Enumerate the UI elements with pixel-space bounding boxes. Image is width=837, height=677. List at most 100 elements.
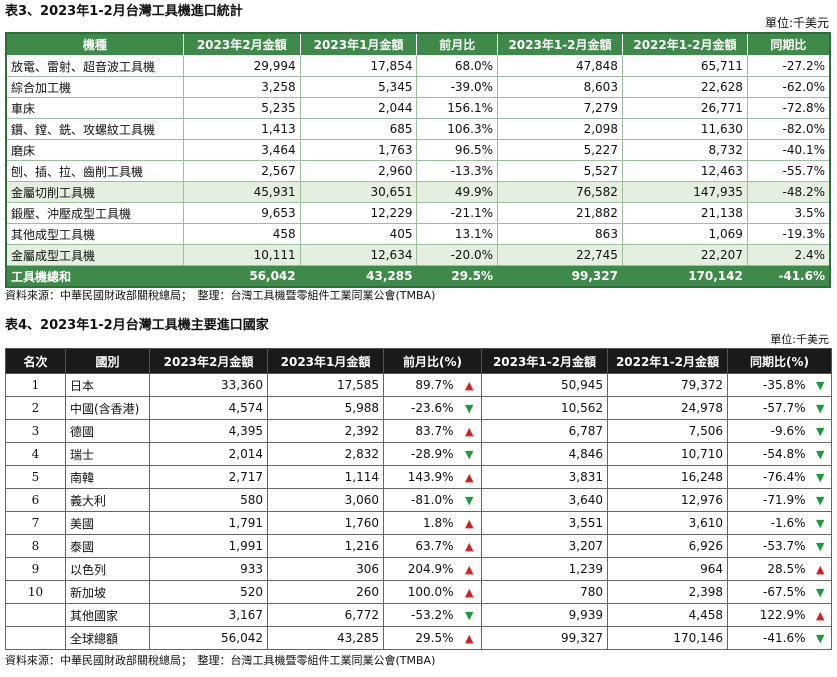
percent-cell: 204.9% xyxy=(383,557,458,581)
table3-title: 表3、2023年1-2月台灣工具機進口統計 xyxy=(5,4,243,19)
value-cell: 1,760 xyxy=(267,511,384,535)
value-cell: 22,745 xyxy=(497,244,623,266)
value-cell: 68.0% xyxy=(416,55,499,77)
value-cell: 1,069 xyxy=(621,223,748,245)
value-cell: 26,771 xyxy=(621,97,748,119)
value-cell: 4,395 xyxy=(149,419,268,443)
value-cell: 964 xyxy=(607,557,728,581)
trend-arrow-cell: ▲ xyxy=(457,580,482,604)
value-cell: 2,717 xyxy=(149,465,268,489)
table4-row: 2 中國(含香港) 4,574 5,988 -23.6% ▼ 10,562 24,978 -57… xyxy=(5,396,832,420)
trend-arrow-cell: ▲ xyxy=(457,557,482,581)
table3-row: 鍛壓、沖壓成型工具機 9,653 12,229 -21.1% 21,882 21,138 3… xyxy=(5,202,831,224)
machine-type-cell: 金屬切削工具機 xyxy=(5,181,184,203)
trend-arrow-cell: ▼ xyxy=(809,373,832,397)
value-cell: 79,372 xyxy=(607,373,728,397)
triangle-up-icon: ▲ xyxy=(465,563,474,576)
value-cell: 2,014 xyxy=(149,442,268,466)
triangle-up-icon: ▲ xyxy=(465,632,474,645)
triangle-up-icon: ▲ xyxy=(465,540,474,553)
country-cell: 瑞士 xyxy=(65,442,150,466)
value-cell: 29.5% xyxy=(416,265,499,288)
table4-row: 其他國家 3,167 6,772 -53.2% ▼ 9,939 4,458 122.9% ▲ xyxy=(5,603,832,627)
trend-arrow-cell: ▲ xyxy=(457,373,482,397)
table3-header-cell: 機種 xyxy=(5,32,184,56)
triangle-down-icon: ▼ xyxy=(816,425,825,438)
value-cell: 520 xyxy=(149,580,268,604)
table4-header-cell: 前月比(%) xyxy=(383,348,482,374)
trend-arrow-cell: ▼ xyxy=(809,511,832,535)
value-cell: 9,653 xyxy=(182,202,301,224)
value-cell: 7,506 xyxy=(607,419,728,443)
value-cell: 3,207 xyxy=(481,534,608,558)
value-cell: -39.0% xyxy=(416,76,499,98)
table3-source: 資料來源：中華民國財政部關稅總局； 整理：台灣工具機暨零組件工業同業公會(TMB… xyxy=(5,289,436,302)
value-cell: 5,527 xyxy=(497,160,623,182)
value-cell: 2,398 xyxy=(607,580,728,604)
value-cell: 21,882 xyxy=(497,202,623,224)
value-cell: 17,854 xyxy=(299,55,418,77)
country-cell: 中國(含香港) xyxy=(65,396,150,420)
value-cell: 99,327 xyxy=(497,265,623,288)
value-cell: 6,926 xyxy=(607,534,728,558)
machine-type-cell: 磨床 xyxy=(5,139,184,161)
trend-arrow-cell: ▼ xyxy=(457,488,482,512)
percent-cell: -71.9% xyxy=(727,488,810,512)
value-cell: 5,345 xyxy=(299,76,418,98)
triangle-down-icon: ▼ xyxy=(816,379,825,392)
rank-cell: 10 xyxy=(5,580,66,604)
triangle-up-icon: ▲ xyxy=(465,517,474,530)
country-cell: 全球總額 xyxy=(65,626,150,650)
value-cell: 17,585 xyxy=(267,373,384,397)
table3-unit: 單位:千美元 xyxy=(764,16,829,30)
table4-title: 表4、2023年1-2月台灣工具機主要進口國家 xyxy=(5,318,269,333)
value-cell: 2,960 xyxy=(299,160,418,182)
table4-row: 全球總額 56,042 43,285 29.5% ▲ 99,327 170,146 -41.6… xyxy=(5,626,832,650)
value-cell: 56,042 xyxy=(149,626,268,650)
machine-type-cell: 車床 xyxy=(5,97,184,119)
value-cell: -72.8% xyxy=(746,97,831,119)
value-cell: -41.6% xyxy=(746,265,831,288)
percent-cell: -23.6% xyxy=(383,396,458,420)
value-cell: 933 xyxy=(149,557,268,581)
table3-header-cell: 2023年2月金額 xyxy=(182,32,301,56)
value-cell: 6,787 xyxy=(481,419,608,443)
table4-row: 10 新加坡 520 260 100.0% ▲ 780 2,398 -67.5% ▼ xyxy=(5,580,832,604)
triangle-down-icon: ▼ xyxy=(465,609,474,622)
rank-cell: 2 xyxy=(5,396,66,420)
table4-header-cell: 國別 xyxy=(65,348,150,374)
value-cell: 1,763 xyxy=(299,139,418,161)
value-cell: 1,216 xyxy=(267,534,384,558)
value-cell: 76,582 xyxy=(497,181,623,203)
value-cell: 7,279 xyxy=(497,97,623,119)
table3-row: 金屬成型工具機 10,111 12,634 -20.0% 22,745 22,207 2.4… xyxy=(5,244,831,266)
percent-cell: -35.8% xyxy=(727,373,810,397)
country-cell: 南韓 xyxy=(65,465,150,489)
rank-cell: 3 xyxy=(5,419,66,443)
percent-cell: -53.7% xyxy=(727,534,810,558)
value-cell: 29,994 xyxy=(182,55,301,77)
percent-cell: 29.5% xyxy=(383,626,458,650)
table3-row: 金屬切削工具機 45,931 30,651 49.9% 76,582 147,935 -48… xyxy=(5,181,831,203)
trend-arrow-cell: ▲ xyxy=(457,626,482,650)
rank-cell: 7 xyxy=(5,511,66,535)
machine-type-cell: 其他成型工具機 xyxy=(5,223,184,245)
triangle-up-icon: ▲ xyxy=(465,586,474,599)
value-cell: 8,603 xyxy=(497,76,623,98)
trend-arrow-cell: ▼ xyxy=(809,419,832,443)
value-cell: 12,229 xyxy=(299,202,418,224)
triangle-down-icon: ▼ xyxy=(816,448,825,461)
trend-arrow-cell: ▲ xyxy=(457,534,482,558)
value-cell: 43,285 xyxy=(267,626,384,650)
rank-cell: 6 xyxy=(5,488,66,512)
percent-cell: -54.8% xyxy=(727,442,810,466)
triangle-up-icon: ▲ xyxy=(465,379,474,392)
trend-arrow-cell: ▲ xyxy=(457,465,482,489)
table3-row: 鑽、鏜、銑、攻螺紋工具機 1,413 685 106.3% 2,098 11,630 -82… xyxy=(5,118,831,140)
table4-header-cell: 2023年1月金額 xyxy=(267,348,384,374)
percent-cell: 89.7% xyxy=(383,373,458,397)
country-cell: 日本 xyxy=(65,373,150,397)
trend-arrow-cell: ▼ xyxy=(809,626,832,650)
percent-cell: 100.0% xyxy=(383,580,458,604)
value-cell: 1,991 xyxy=(149,534,268,558)
